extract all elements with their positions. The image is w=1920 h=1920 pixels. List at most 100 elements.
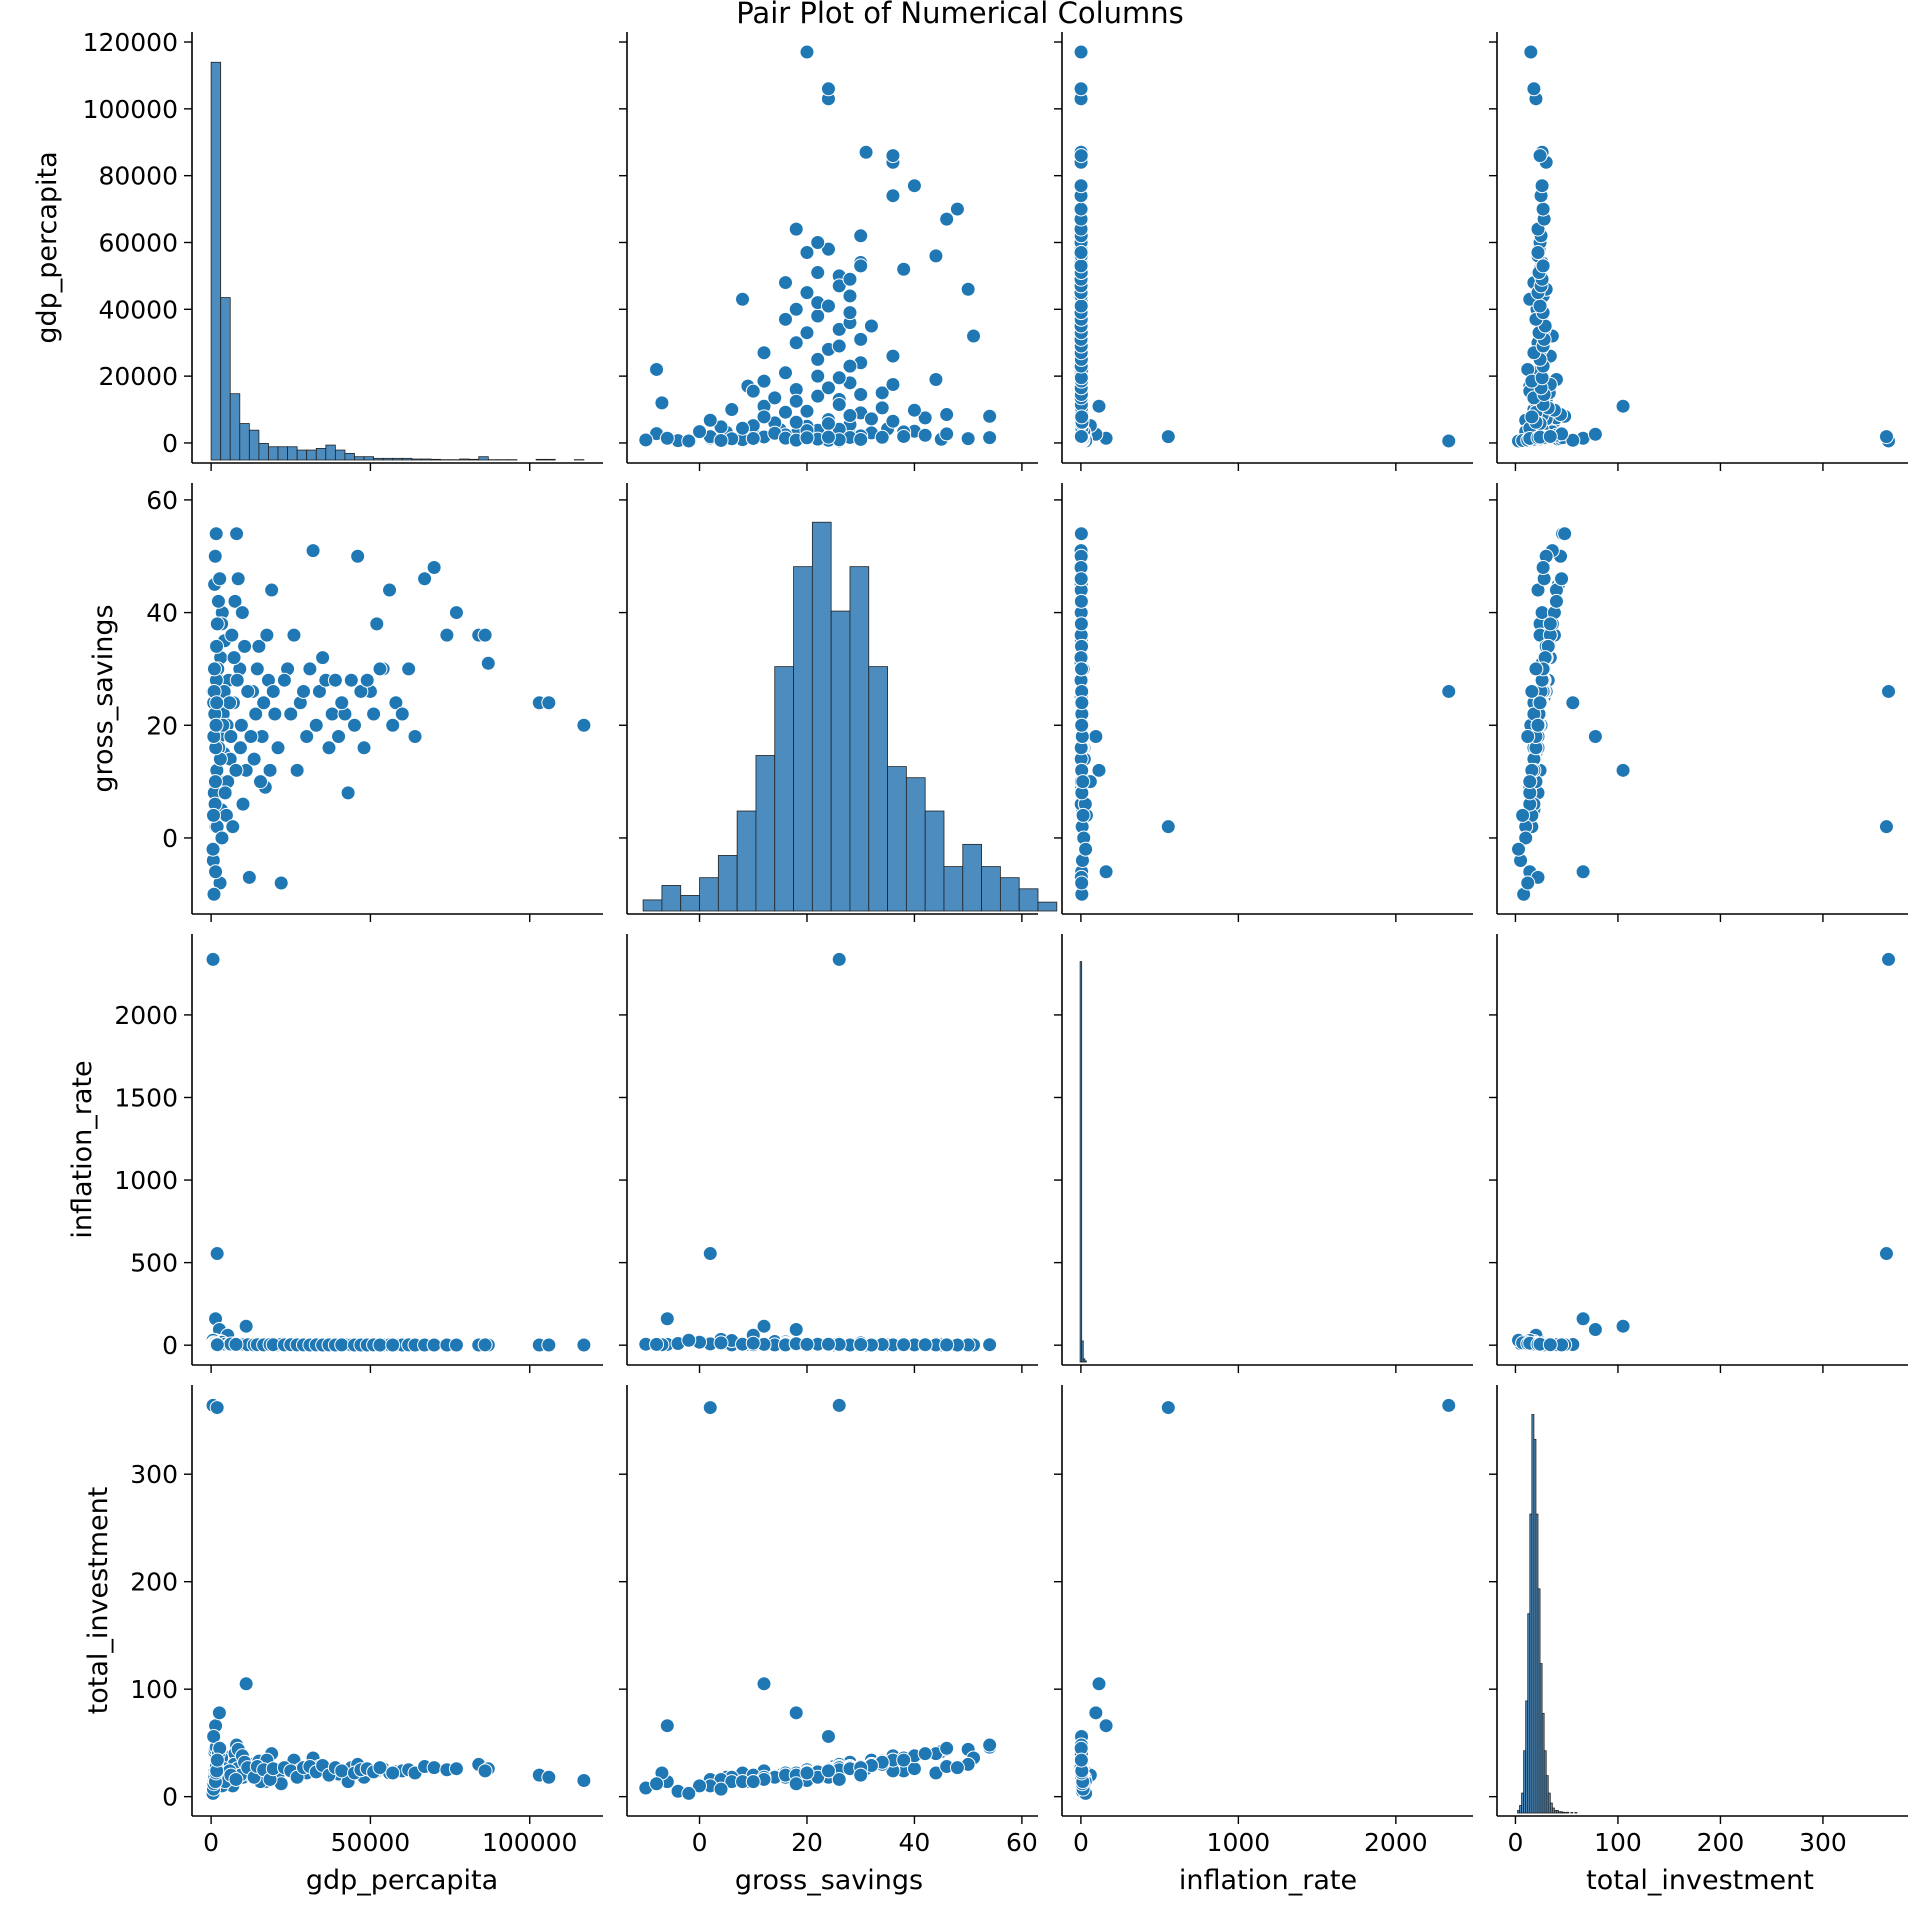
- scatter-point: [1088, 1705, 1104, 1721]
- scatter-point: [885, 188, 901, 204]
- scatter-point: [576, 1337, 592, 1353]
- scatter-point: [305, 543, 321, 559]
- scatter-point: [853, 1767, 869, 1783]
- scatter-point: [223, 729, 239, 745]
- scatter-point: [756, 373, 772, 389]
- scatter-point: [308, 717, 324, 733]
- scatter-point: [1520, 875, 1536, 891]
- scatter-point: [1878, 1246, 1894, 1262]
- panel-inflation_rate-vs-inflation_rate: [1054, 934, 1473, 1373]
- hist-bar: [430, 458, 441, 461]
- y-tick-label: 20: [146, 711, 178, 740]
- x-tick-label: 1000: [1207, 1828, 1271, 1857]
- scatter-point: [885, 413, 901, 429]
- scatter-point: [799, 44, 815, 60]
- scatter-point: [1548, 593, 1564, 609]
- x-tick-label: 0: [1073, 1828, 1089, 1857]
- scatter-point: [296, 683, 312, 699]
- scatter-point: [1526, 81, 1542, 97]
- scatter-point: [960, 281, 976, 297]
- scatter-point: [820, 429, 836, 445]
- scatter-point: [211, 1705, 227, 1721]
- scatter-point: [206, 661, 222, 677]
- scatter-point: [1575, 1311, 1591, 1327]
- scatter-point: [874, 400, 890, 416]
- y-tick-label: 200: [130, 1568, 178, 1597]
- scatter-point: [1073, 616, 1089, 632]
- scatter-point: [253, 774, 268, 790]
- y-axis-label-inflation_rate: inflation_rate: [67, 1060, 98, 1238]
- scatter-point: [939, 407, 955, 423]
- scatter-point: [206, 886, 222, 902]
- hist-bar: [373, 457, 384, 461]
- hist-bar: [325, 444, 336, 461]
- scatter-point: [799, 325, 815, 341]
- scatter-point: [1073, 526, 1089, 542]
- hist-bar: [981, 866, 1001, 912]
- scatter-point: [831, 321, 847, 337]
- hist-bar: [868, 666, 888, 912]
- scatter-point: [788, 1321, 804, 1337]
- hist-bar: [774, 666, 794, 912]
- scatter-point: [1441, 683, 1457, 699]
- hist-bar: [229, 393, 241, 461]
- scatter-point: [799, 430, 815, 446]
- scatter-point: [205, 951, 221, 967]
- scatter-point: [853, 431, 869, 447]
- scatter-point: [820, 241, 836, 257]
- scatter-point: [209, 695, 225, 711]
- scatter-point: [366, 706, 382, 722]
- scatter-point: [885, 348, 901, 364]
- x-tick-label: 300: [1799, 1828, 1847, 1857]
- scatter-point: [649, 1336, 665, 1352]
- x-tick-label: 50000: [331, 1828, 411, 1857]
- scatter-point: [1441, 433, 1457, 449]
- scatter-point: [842, 288, 858, 304]
- scatter-point: [206, 1728, 222, 1744]
- scatter-point: [681, 433, 697, 449]
- scatter-point: [939, 211, 955, 227]
- scatter-point: [206, 807, 222, 823]
- scatter-point: [401, 661, 417, 677]
- scatter-point: [214, 830, 230, 846]
- scatter-point: [1160, 1400, 1176, 1416]
- x-tick-label: 20: [791, 1828, 823, 1857]
- panel-grid: 0200004000060000800001000001200000204060…: [32, 28, 1908, 1896]
- scatter-point: [237, 638, 253, 654]
- scatter-point: [262, 762, 278, 778]
- hist-bar: [248, 429, 260, 461]
- scatter-point: [1511, 841, 1527, 857]
- scatter-point: [229, 526, 245, 542]
- scatter-point: [209, 1337, 225, 1353]
- scatter-point: [273, 875, 289, 891]
- scatter-point: [228, 1336, 244, 1352]
- scatter-point: [477, 1337, 493, 1353]
- scatter-point: [1073, 593, 1089, 609]
- scatter-point: [1441, 1397, 1457, 1413]
- scatter-point: [906, 402, 922, 418]
- y-tick-label: 40: [146, 599, 178, 628]
- y-tick-label: 100: [130, 1675, 178, 1704]
- scatter-point: [299, 729, 315, 745]
- scatter-point: [1532, 298, 1548, 314]
- scatter-point: [276, 672, 292, 688]
- hist-bar: [296, 449, 308, 461]
- hist-bar: [830, 610, 851, 912]
- scatter-point: [1075, 807, 1091, 823]
- y-tick-label: 2000: [114, 1001, 178, 1030]
- scatter-point: [1073, 81, 1089, 97]
- scatter-point: [372, 661, 388, 677]
- hist-bar: [334, 449, 346, 461]
- scatter-point: [638, 432, 654, 448]
- scatter-point: [541, 1769, 557, 1785]
- scatter-point: [788, 1705, 804, 1721]
- hist-bar: [401, 457, 413, 461]
- scatter-point: [842, 408, 858, 424]
- scatter-point: [1532, 695, 1548, 711]
- scatter-point: [917, 1337, 933, 1353]
- scatter-point: [810, 308, 826, 324]
- scatter-point: [896, 261, 912, 277]
- scatter-point: [1534, 178, 1550, 194]
- scatter-point: [209, 1752, 225, 1768]
- scatter-point: [1088, 729, 1104, 745]
